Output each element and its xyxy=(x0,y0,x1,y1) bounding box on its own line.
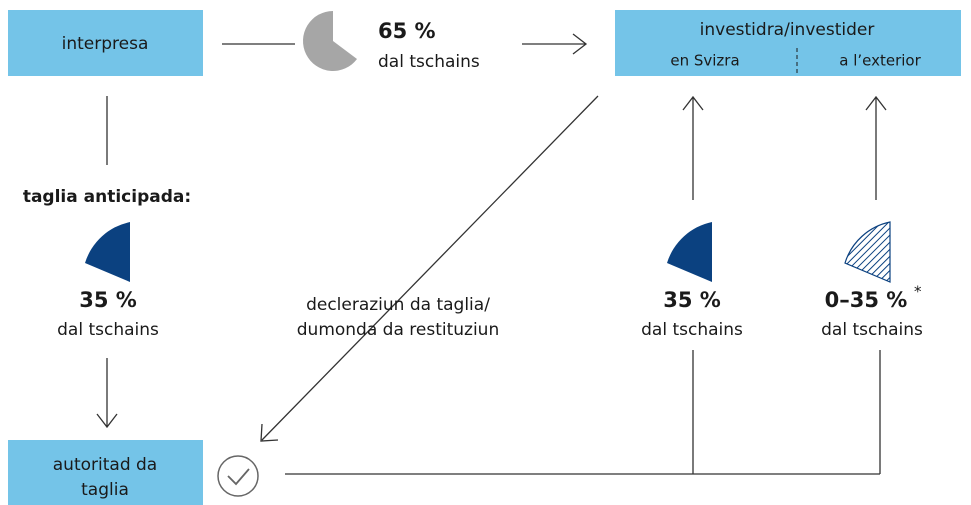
share: 35 % xyxy=(79,288,137,312)
arrow xyxy=(260,95,599,442)
pie-blue xyxy=(667,222,712,282)
label: autoritad da xyxy=(53,455,157,475)
arrow xyxy=(522,33,588,55)
check-icon xyxy=(217,455,259,497)
check-mark xyxy=(227,468,250,486)
label: a l’exterior xyxy=(839,52,921,70)
footnote-mark: * xyxy=(914,283,922,301)
box-investor xyxy=(615,10,961,76)
label: interpresa xyxy=(62,34,149,54)
label: dal tschains xyxy=(821,320,923,340)
label: dal tschains xyxy=(641,320,743,340)
connector xyxy=(285,350,881,475)
label: taglia anticipada: xyxy=(23,187,191,207)
label: decleraziun da taglia/ xyxy=(306,295,490,315)
label: dal tschains xyxy=(57,320,159,340)
share: 0–35 % xyxy=(825,288,908,312)
label: dal tschains xyxy=(378,52,480,72)
box-authority xyxy=(8,440,203,505)
box-company xyxy=(8,10,203,76)
label: taglia xyxy=(81,480,129,500)
share: 65 % xyxy=(378,19,436,43)
arrow xyxy=(682,95,704,200)
label: en Svizra xyxy=(670,52,739,70)
arrow xyxy=(865,95,887,200)
pie-blue xyxy=(85,222,130,282)
pie-hatched xyxy=(844,221,891,283)
label: dumonda da restituziun xyxy=(297,320,499,340)
label: investidra/investider xyxy=(700,20,875,40)
arrow xyxy=(96,358,118,429)
share: 35 % xyxy=(663,288,721,312)
pie-gray xyxy=(303,11,357,71)
